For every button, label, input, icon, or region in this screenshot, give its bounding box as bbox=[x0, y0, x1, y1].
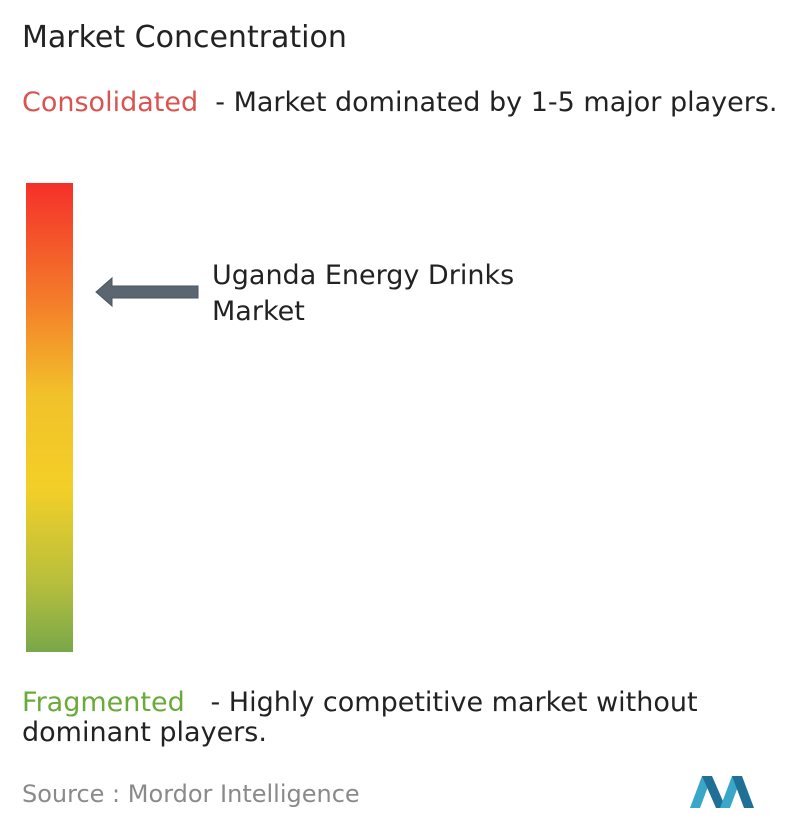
consolidated-description: - Market dominated by 1-5 major players. bbox=[215, 87, 778, 118]
marker-arrow bbox=[95, 276, 199, 308]
source-label: Source : bbox=[22, 780, 121, 808]
fragmented-description: - Highly competitive market without domi… bbox=[22, 687, 698, 748]
marker-label: Uganda Energy Drinks Market bbox=[212, 260, 515, 327]
concentration-gradient bbox=[26, 183, 73, 652]
logo bbox=[690, 776, 754, 808]
title: Market Concentration bbox=[22, 20, 347, 55]
consolidated-text: Consolidated - Market dominated by 1-5 m… bbox=[22, 88, 792, 118]
source-name: Mordor Intelligence bbox=[127, 780, 360, 808]
consolidated-label: Consolidated bbox=[22, 87, 199, 118]
fragmented-text: Fragmented - Highly competitive market w… bbox=[22, 688, 792, 748]
fragmented-label: Fragmented bbox=[22, 687, 185, 718]
source: Source : Mordor Intelligence bbox=[22, 780, 360, 808]
